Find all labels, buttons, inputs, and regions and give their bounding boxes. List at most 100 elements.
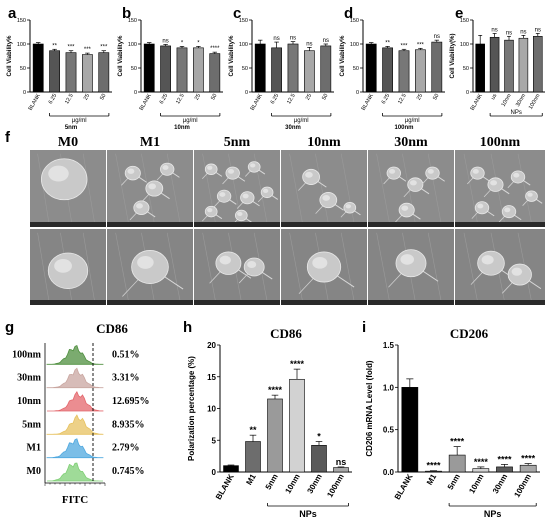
sem-texture (427, 153, 442, 224)
percentage-label: 8.935% (112, 419, 145, 430)
bar (176, 47, 188, 93)
sem-texture (376, 153, 390, 224)
sem-info-bar (281, 300, 367, 305)
sem-image (281, 150, 367, 227)
chart-i-cd206-mrna: 0.0 0.5 1.0 1.5 CD206 mRNA Level (fold) CD206… (365, 326, 540, 519)
x-axis-label: 30nm (285, 125, 301, 131)
significance-label: ns (306, 41, 312, 47)
y-tick-label: 100 (239, 42, 248, 48)
bar (209, 53, 221, 93)
significance-label: ns (434, 34, 440, 40)
significance-label: ** (385, 40, 390, 46)
group-label: μg/ml (405, 118, 420, 124)
bar (496, 466, 513, 473)
chart-title: CD86 (96, 321, 128, 336)
percentage-label: 3.31% (112, 373, 140, 384)
percentage-label: 0.51% (112, 349, 140, 360)
cell-highlight (227, 169, 235, 174)
y-tick-label: 150 (239, 18, 248, 24)
bar (320, 45, 332, 93)
significance-label: *** (100, 45, 108, 51)
bar (32, 43, 44, 93)
cell-highlight (400, 254, 415, 265)
significance-label: * (317, 432, 321, 442)
y-axis-label: Cell Viability% (118, 35, 124, 77)
y-tick-label: 150 (128, 18, 137, 24)
bar (267, 398, 283, 473)
series-label: 5nm (22, 419, 42, 430)
bar (143, 43, 155, 93)
group-label: NPs (299, 509, 317, 519)
significance-label: ns (323, 38, 329, 44)
sem-texture (37, 232, 50, 302)
y-tick-label: 50 (242, 66, 248, 72)
sem-info-bar (30, 300, 106, 305)
significance-label: *** (67, 45, 75, 51)
y-tick-label: 50 (353, 66, 359, 72)
y-tick-label: 100 (17, 42, 26, 48)
bar (311, 445, 327, 473)
sem-info-bar (107, 222, 193, 227)
x-axis-label: 100nm (394, 125, 413, 131)
series-label: 100nm (12, 349, 42, 360)
significance-label: **** (450, 437, 465, 447)
bar (304, 50, 315, 93)
category-label: 12.5 (286, 93, 297, 105)
sem-info-bar (368, 300, 454, 305)
x-axis-label: FITC (62, 494, 88, 506)
bar (160, 45, 171, 93)
y-axis-label: Cell Viability% (7, 35, 13, 77)
cell-highlight (219, 255, 231, 265)
sem-info-bar (194, 300, 280, 305)
category-label: 50 (210, 93, 218, 101)
bar (82, 54, 93, 93)
significance-label: ** (249, 425, 257, 435)
significance-label: ns (336, 457, 347, 467)
cell-highlight (511, 267, 523, 276)
sem-info-bar (281, 222, 367, 227)
significance-label: **** (268, 385, 283, 395)
sem-image-grid: M0 M1 5nm 10nm 30nm 100nm (30, 135, 545, 305)
category-label: 12.5 (397, 93, 408, 105)
sem-info-bar (455, 222, 545, 227)
bar (193, 47, 204, 93)
cell-highlight (345, 204, 351, 209)
histogram-curve (46, 414, 104, 435)
y-tick-label: 100 (460, 42, 469, 48)
bar (365, 43, 377, 93)
chart-g-flow-cytometry: CD86 100nm 0.51% 30nm 3.31% 10nm 12.695% 5nm 8.9… (12, 321, 149, 506)
percentage-label: 0.745% (112, 466, 145, 477)
sem-column-label: 10nm (307, 135, 341, 150)
bar (448, 454, 466, 473)
sem-texture (340, 232, 355, 302)
histogram-curve (46, 462, 103, 482)
significance-label: ns (491, 27, 497, 33)
sem-texture (166, 232, 181, 302)
cell-highlight (54, 258, 72, 273)
cell-highlight (48, 165, 69, 182)
y-tick-label: 0 (466, 90, 469, 96)
bar (415, 49, 426, 93)
cell-highlight (237, 211, 243, 217)
cell-highlight (472, 169, 479, 174)
cell-highlight (127, 168, 135, 174)
sem-texture (315, 153, 329, 224)
cell-highlight (389, 169, 396, 174)
cell-highlight (401, 205, 409, 211)
series-label: M1 (27, 443, 41, 454)
group-label: μg/ml (294, 118, 309, 124)
sem-texture (289, 232, 303, 302)
sem-column-label: M0 (58, 135, 78, 150)
percentage-label: 2.79% (112, 443, 140, 454)
sem-texture (376, 232, 390, 302)
significance-label: *** (417, 42, 425, 48)
y-tick-label: 1.5 (383, 341, 395, 350)
bar (98, 52, 110, 93)
significance-label: ns (273, 36, 279, 42)
cell-highlight (477, 203, 484, 209)
sem-texture (202, 232, 216, 302)
bar (49, 50, 60, 93)
bar (472, 468, 490, 473)
